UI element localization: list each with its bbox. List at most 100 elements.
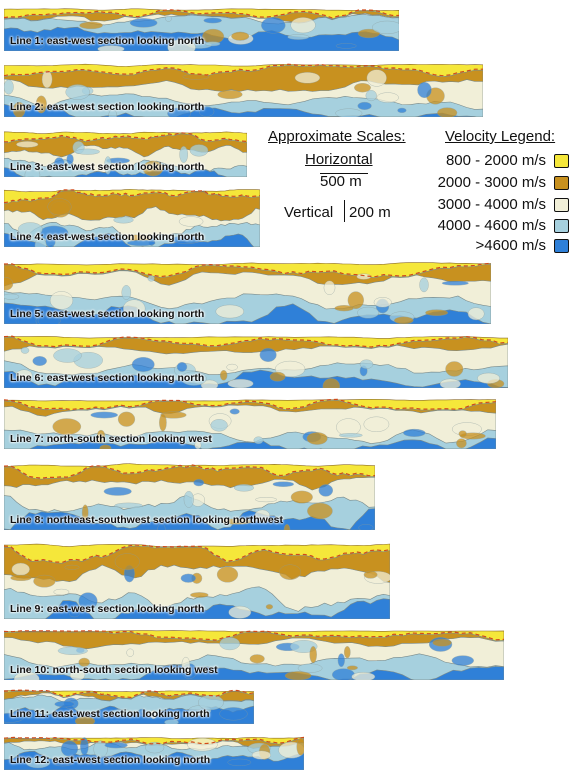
surface-contour-line (4, 464, 375, 479)
velocity-layer-5 (4, 166, 247, 177)
velocity-section-image (4, 628, 504, 680)
velocity-anomaly (357, 306, 379, 319)
velocity-anomaly (53, 348, 82, 363)
velocity-anomaly (365, 90, 377, 102)
velocity-anomaly (477, 372, 500, 384)
velocity-anomaly (78, 657, 90, 667)
velocity-layer-5 (4, 508, 375, 530)
section-panel-line-8: Line 8: northeast-southwest section look… (4, 461, 375, 530)
velocity-anomaly (372, 20, 399, 34)
velocity-section-image (4, 260, 491, 324)
legend-swatch (554, 219, 569, 233)
velocity-anomaly (4, 277, 14, 291)
velocity-anomaly (193, 479, 205, 487)
velocity-anomaly (346, 665, 358, 671)
velocity-anomaly (34, 237, 47, 247)
velocity-anomaly (20, 347, 30, 354)
velocity-section-image (4, 397, 496, 449)
velocity-anomaly (254, 509, 270, 522)
velocity-anomaly (216, 566, 239, 583)
velocity-anomaly (253, 436, 264, 445)
velocity-anomaly (357, 28, 380, 39)
velocity-anomaly (121, 285, 132, 300)
velocity-layer-5 (4, 598, 390, 619)
surface-contour-line (4, 544, 390, 563)
velocity-anomaly (219, 370, 228, 381)
velocity-anomaly (229, 408, 240, 415)
velocity-anomaly (335, 43, 357, 49)
velocity-anomaly (309, 646, 317, 664)
velocity-anomaly (373, 297, 392, 308)
velocity-anomaly (13, 671, 40, 680)
velocity-anomaly (180, 573, 196, 583)
velocity-anomaly (113, 216, 134, 224)
legend-item: 3000 - 4000 m/s (428, 196, 578, 216)
legend-label: >4600 m/s (475, 237, 546, 254)
surface-contour-line (4, 189, 260, 204)
velocity-anomaly (249, 654, 265, 664)
velocity-anomaly (131, 357, 155, 372)
velocity-section-image (4, 62, 483, 117)
velocity-anomaly (122, 299, 146, 318)
velocity-anomaly (4, 293, 20, 300)
section-panel-line-12: Line 12: east-west section looking north (4, 736, 304, 770)
velocity-anomaly (219, 707, 248, 721)
velocity-anomaly (458, 430, 467, 438)
section-label: Line 5: east-west section looking north (10, 308, 205, 320)
velocity-anomaly (54, 700, 75, 708)
velocity-anomaly (49, 291, 74, 310)
velocity-anomaly (52, 418, 82, 435)
velocity-anomaly (287, 34, 310, 40)
velocity-anomaly (432, 638, 452, 647)
velocity-anomaly (451, 655, 474, 666)
velocity-anomaly (354, 83, 371, 93)
velocity-section-image (4, 689, 254, 724)
section-panel-line-9: Line 9: east-west section looking north (4, 541, 390, 619)
velocity-anomaly (279, 564, 301, 580)
velocity-anomaly (25, 757, 51, 769)
legend-item: 4000 - 4600 m/s (428, 217, 578, 237)
velocity-anomaly (90, 411, 118, 419)
velocity-anomaly (114, 502, 143, 509)
velocity-anomaly (69, 609, 80, 618)
velocity-anomaly (164, 719, 179, 724)
velocity-anomaly (439, 378, 461, 388)
velocity-anomaly (66, 154, 74, 165)
surface-contour-line (4, 630, 504, 641)
vertical-scale-bar (344, 200, 345, 222)
section-label: Line 4: east-west section looking north (10, 231, 205, 243)
velocity-anomaly (338, 433, 363, 438)
velocity-anomaly (363, 570, 378, 579)
section-panel-line-11: Line 11: east-west section looking north (4, 689, 254, 724)
velocity-anomaly (79, 21, 103, 30)
legend-swatch (554, 198, 569, 212)
section-panel-line-4: Line 4: east-west section looking north (4, 187, 260, 247)
velocity-anomaly (456, 438, 467, 449)
velocity-anomaly (265, 604, 274, 610)
velocity-anomaly (221, 518, 253, 525)
section-panel-line-1: Line 1: east-west section looking north (4, 7, 399, 51)
surface-contour-line (4, 689, 254, 699)
section-label: Line 6: east-west section looking north (10, 372, 205, 384)
legend-item: 800 - 2000 m/s (428, 152, 578, 172)
velocity-anomaly (189, 144, 209, 157)
velocity-anomaly (394, 316, 414, 324)
velocity-anomaly (251, 750, 271, 760)
legend-swatch (554, 176, 569, 190)
velocity-anomaly (24, 38, 46, 50)
velocity-anomaly (335, 108, 363, 117)
velocity-anomaly (127, 239, 156, 247)
velocity-anomaly (190, 592, 209, 598)
velocity-anomaly (137, 708, 147, 716)
velocity-anomaly (117, 411, 136, 427)
section-label: Line 12: east-west section looking north (10, 754, 211, 766)
velocity-anomaly (64, 564, 80, 570)
velocity-anomaly (323, 280, 336, 295)
velocity-anomaly (53, 588, 70, 596)
velocity-anomaly (233, 484, 254, 492)
velocity-anomaly (351, 672, 376, 680)
velocity-anomaly (441, 280, 469, 286)
horizontal-scale-value: 500 m (320, 173, 362, 190)
section-panel-line-7: Line 7: north-south section looking west (4, 397, 496, 449)
horizontal-scale-label: Horizontal (305, 151, 373, 168)
